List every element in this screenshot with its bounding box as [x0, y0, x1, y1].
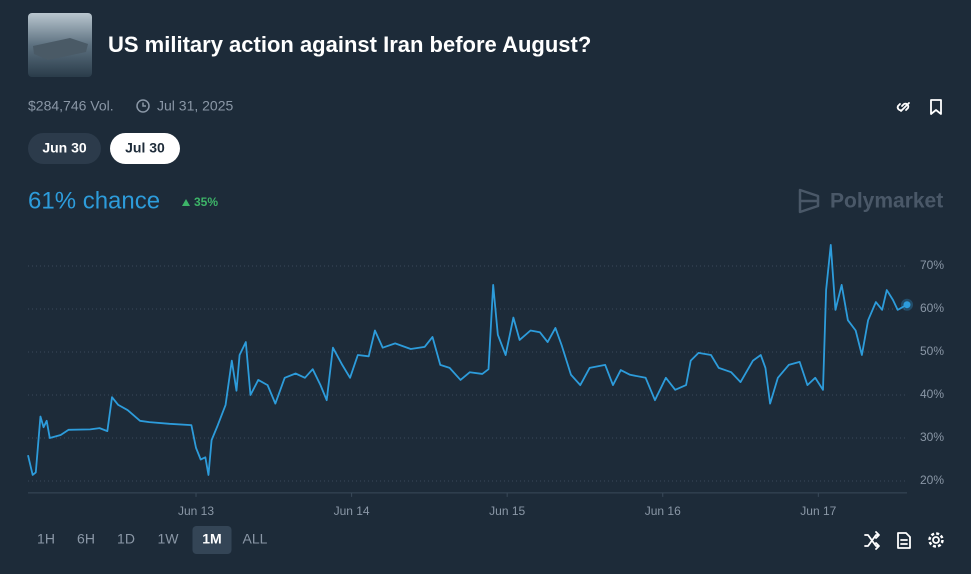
date-buttons: Jun 30 Jul 30 [28, 133, 180, 164]
chance: 61% chance [28, 187, 160, 214]
plot: 20% 30% 40% 50% 60% 70% Jun 13 Jun 14 Jun 15 Jun … [27, 244, 944, 518]
x-tick-label: Jun 14 [334, 504, 370, 518]
y-tick-label: 20% [920, 473, 944, 487]
brand-logo [798, 188, 820, 214]
range-button[interactable]: 1D [117, 531, 135, 547]
shuffle-button[interactable] [864, 531, 880, 550]
up-arrow [182, 199, 190, 206]
range-button[interactable]: 6H [77, 531, 95, 547]
x-tick-label: Jun 17 [800, 504, 836, 518]
price-line [27, 244, 908, 476]
settings-button[interactable] [928, 532, 944, 548]
range-button-bg[interactable] [192, 526, 232, 554]
change: 35% [194, 195, 218, 209]
range-button[interactable]: ALL [243, 531, 268, 547]
range-button[interactable]: 1M [202, 531, 221, 547]
date-button-label: Jun 30 [42, 140, 87, 156]
x-tick-label: Jun 15 [489, 504, 525, 518]
y-tick-label: 40% [920, 387, 944, 401]
date-button[interactable] [110, 133, 180, 164]
bookmark-button[interactable] [930, 99, 942, 115]
brand: Polymarket [830, 190, 943, 213]
document-button[interactable] [897, 532, 911, 549]
market-title: US military action against Iran before A… [108, 32, 591, 57]
x-tick-label: Jun 16 [645, 504, 681, 518]
y-tick-label: 70% [920, 258, 944, 272]
link-button[interactable] [896, 102, 910, 112]
y-tick-label: 30% [920, 430, 944, 444]
date-button-label: Jul 30 [125, 140, 165, 156]
end-date: Jul 31, 2025 [157, 98, 233, 114]
y-tick-label: 50% [920, 344, 944, 358]
range-buttons: 1H 6H 1D 1W 1M ALL [37, 526, 268, 554]
range-button[interactable]: 1W [158, 531, 180, 547]
x-tick-label: Jun 13 [178, 504, 214, 518]
date-button[interactable] [28, 133, 101, 164]
current-point [903, 301, 911, 309]
ship-shape [33, 38, 88, 60]
range-button[interactable]: 1H [37, 531, 55, 547]
volume: $284,746 Vol. [28, 98, 114, 114]
clock-icon [136, 99, 150, 113]
y-tick-label: 60% [920, 301, 944, 315]
